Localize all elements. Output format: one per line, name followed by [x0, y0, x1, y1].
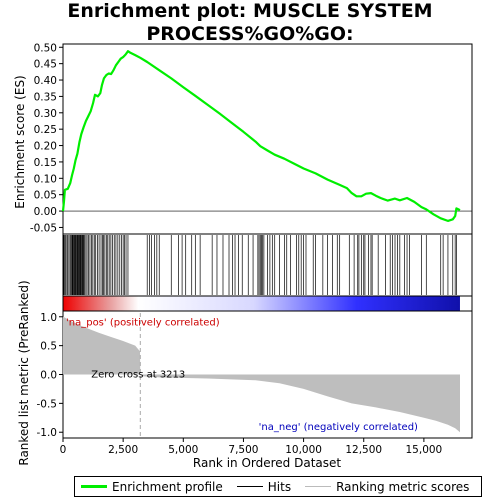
enrichment-profile-line	[61, 50, 461, 222]
x-axis-label: Rank in Ordered Dataset	[193, 456, 341, 470]
ranking-metric-area	[63, 316, 460, 433]
es-y-tick-label: 0.45	[34, 59, 57, 71]
metric-y-tick-label: -0.5	[37, 398, 58, 410]
es-y-tick-label: -0.05	[30, 222, 57, 234]
es-panel: -0.05 0.00 0.05 0.10 0.15 0.20 0.25 0.30 0.35 0.4…	[30, 42, 473, 235]
es-y-tick-label: 0.35	[34, 91, 57, 103]
legend-label: Hits	[267, 479, 292, 494]
legend-swatch-enrichment	[81, 485, 107, 488]
es-plot-frame	[62, 43, 473, 235]
es-y-tick-label: 0.25	[34, 124, 57, 136]
legend-swatch-metric	[305, 486, 332, 487]
es-y-tick-label: 0.10	[34, 173, 57, 185]
x-tick-label: 0	[60, 444, 67, 456]
x-tick-label: 12,500	[345, 444, 382, 456]
x-tick-label: 5,000	[168, 444, 198, 456]
legend: Enrichment profile Hits Ranking metric s…	[74, 476, 482, 497]
zero-cross-label: Zero cross at 3213	[91, 370, 185, 381]
rank-color-bar	[63, 296, 460, 311]
es-y-tick-label: 0.15	[34, 157, 57, 169]
metric-y-tick-label: 0.0	[40, 370, 57, 382]
es-y-tick-label: 0.50	[34, 42, 57, 54]
legend-item-ranking-metric: Ranking metric scores	[305, 480, 469, 494]
x-tick-label: 7,500	[228, 444, 258, 456]
es-y-tick-label: 0.05	[34, 190, 57, 202]
x-tick-label: 15,000	[406, 444, 443, 456]
metric-panel: -1.0 -0.5 0.0 0.5 1.0 Zero cross at 3213 'na_p…	[37, 310, 473, 439]
positive-correlation-label: 'na_pos' (positively correlated)	[66, 318, 220, 329]
es-y-tick-label: 0.30	[34, 108, 57, 120]
es-y-tick-label: 0.20	[34, 141, 57, 153]
legend-swatch-hits	[236, 486, 263, 487]
x-axis: 0 2,500 5,000 7,500 10,000 12,500 15,000	[60, 438, 443, 456]
legend-label: Ranking metric scores	[336, 479, 470, 494]
legend-label: Enrichment profile	[112, 479, 223, 494]
legend-item-enrichment-profile: Enrichment profile	[81, 480, 223, 494]
metric-y-tick-label: 1.0	[40, 312, 57, 324]
x-tick-label: 10,000	[285, 444, 322, 456]
es-y-tick-label: 0.40	[34, 75, 57, 87]
metric-y-axis-label: Ranked list metric (PreRanked)	[17, 280, 31, 465]
x-tick-label: 2,500	[108, 444, 138, 456]
metric-y-tick-label: 0.5	[40, 341, 57, 353]
legend-item-hits: Hits	[236, 479, 292, 494]
es-y-axis-label: Enrichment score (ES)	[13, 75, 27, 208]
hits-panel	[62, 233, 473, 312]
es-y-tick-label: 0.00	[34, 206, 57, 218]
negative-correlation-label: 'na_neg' (negatively correlated)	[259, 422, 418, 433]
metric-y-tick-label: -1.0	[37, 427, 58, 439]
